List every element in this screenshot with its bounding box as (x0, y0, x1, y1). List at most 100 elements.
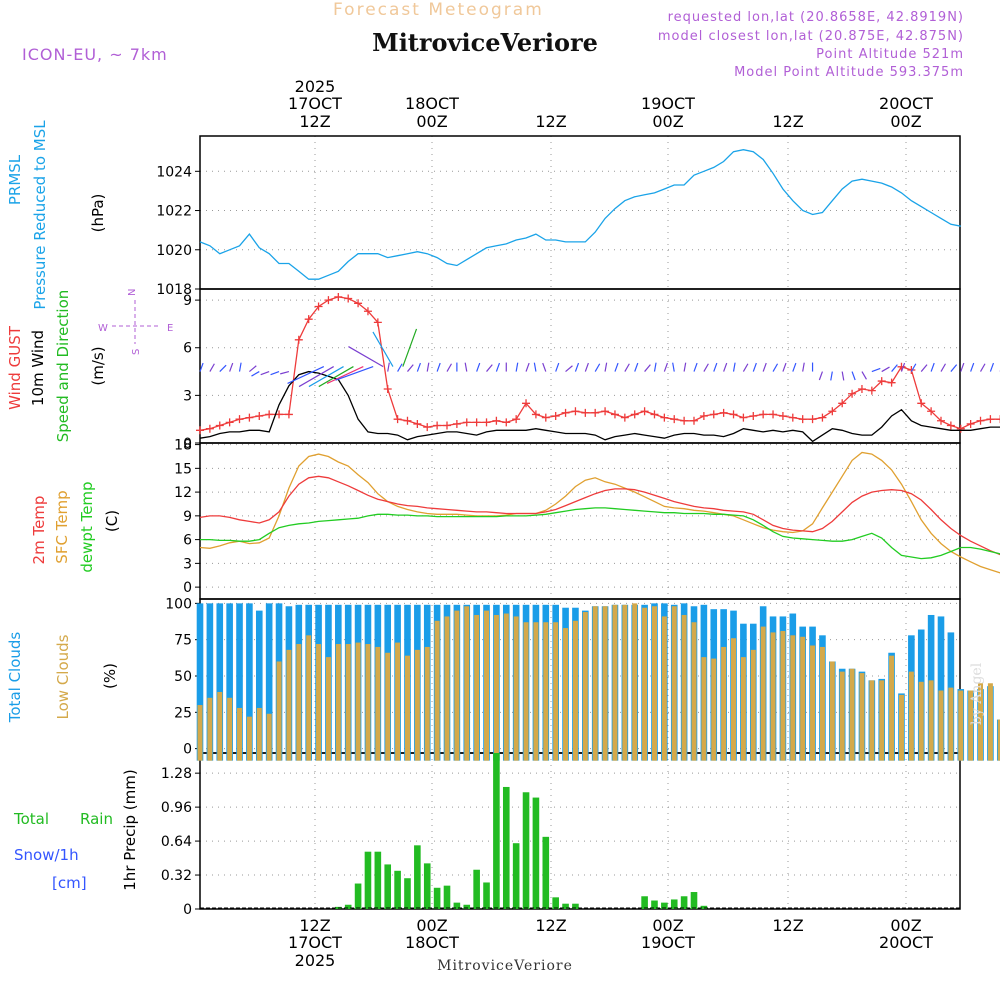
point-altitude: Point Altitude 521m (816, 47, 964, 62)
low-cloud-bar (958, 690, 964, 761)
low-cloud-bar (553, 622, 559, 761)
low-cloud-bar (819, 646, 825, 761)
rain-bar (690, 892, 698, 909)
low-cloud-bar (563, 628, 569, 761)
rain-bar (641, 896, 648, 909)
rain-bar (463, 904, 471, 909)
low-cloud-bar (661, 616, 667, 761)
low-cloud-bar (869, 680, 875, 761)
low-cloud-bar (217, 691, 223, 761)
low-cloud-bar (859, 673, 865, 761)
panel-frame (199, 752, 961, 910)
total-cloud-bar (196, 603, 204, 761)
rain-bar (433, 887, 441, 909)
total-cloud-bar (265, 603, 273, 761)
gust-series-marker (443, 421, 451, 430)
direction-arrow (260, 370, 270, 376)
credit-label: by Angel (969, 662, 985, 725)
low-cloud-bar (810, 645, 816, 761)
gust-series-marker (196, 426, 204, 435)
low-cloud-bar (701, 657, 707, 761)
panel-frame (199, 442, 961, 600)
gust-series-marker (818, 413, 827, 422)
direction-arrow (446, 363, 453, 372)
gust-series-marker (304, 315, 313, 324)
low-cloud-bar (948, 687, 954, 761)
rain-bar (394, 870, 401, 909)
temp-2m-series-line (199, 475, 1000, 556)
direction-arrow (318, 366, 354, 388)
direction-arrow (402, 328, 418, 367)
direction-arrow (910, 363, 917, 372)
low-cloud-bar (800, 636, 806, 761)
direction-arrow (920, 364, 928, 372)
gust-series-marker (798, 415, 807, 424)
gust-series-marker (354, 299, 363, 308)
rain-bar (384, 864, 392, 909)
gust-series-marker (363, 307, 372, 316)
y-tick-label: 0.96 (161, 800, 192, 816)
top-hour-label: 12Z (535, 112, 566, 131)
low-cloud-bar (928, 680, 934, 761)
low-cloud-bar (246, 716, 252, 761)
direction-arrow (515, 362, 519, 372)
direction-arrow (229, 362, 234, 372)
gust-series-marker (927, 407, 936, 416)
direction-arrow (495, 362, 501, 372)
low-cloud-bar (829, 661, 835, 761)
low-cloud-bar (612, 604, 618, 761)
gust-series-marker (245, 413, 254, 422)
direction-arrow (565, 365, 573, 373)
gust-series-marker (591, 408, 600, 417)
panel-3: 0 3 6 9 12 15 18 (174, 438, 961, 600)
bottom-hour-label: 12Z (772, 916, 803, 935)
precip-bars (200, 753, 960, 909)
rain-bar (443, 885, 451, 909)
gust-series-marker (828, 407, 837, 416)
direction-arrow (476, 362, 481, 372)
low-cloud-bar (306, 635, 312, 761)
gust-series-marker (423, 423, 432, 432)
rain-bar (661, 902, 668, 909)
low-cloud-bar (543, 622, 549, 761)
direction-arrow (209, 363, 215, 372)
gust-series-marker (749, 412, 758, 421)
gust-series-marker (887, 378, 896, 387)
compass-s: S (131, 349, 142, 355)
low-cloud-bar (987, 683, 993, 761)
compass-w: W (98, 323, 108, 334)
low-cloud-bar (227, 697, 233, 761)
panel-5: 0 0.32 0.64 0.96 1.28 (161, 752, 961, 918)
low-cloud-bar (484, 610, 490, 761)
top-hour-label: 12Z (299, 112, 330, 131)
y-tick-label: 15 (174, 461, 192, 477)
gust-series-marker (433, 421, 442, 430)
gust-series-marker (482, 418, 491, 427)
direction-arrow (644, 364, 651, 372)
low-cloud-bar (237, 707, 243, 761)
direction-arrow (335, 365, 374, 381)
low-cloud-bar (849, 668, 855, 761)
rain-bar (483, 882, 490, 909)
total-cloud-bar (226, 603, 233, 761)
gust-series-marker (383, 385, 392, 394)
low-cloud-bar (513, 616, 519, 761)
gust-series-marker (719, 408, 728, 417)
bottom-date-label: 19OCT (641, 933, 695, 952)
direction-arrow (742, 363, 749, 372)
dewpt-label: dewpt Temp (78, 481, 96, 572)
rain-bar (493, 753, 500, 909)
gust-series-marker (601, 407, 610, 416)
low-cloud-bar (879, 680, 885, 761)
y-tick-label: 6 (183, 341, 192, 357)
low-cloud-bar (780, 630, 786, 761)
gust-series-marker (561, 408, 570, 417)
rain-bar (404, 878, 411, 909)
gust-series-marker (709, 410, 718, 419)
gust-series-marker (759, 410, 768, 419)
low-cloud-bar (276, 661, 282, 761)
panel-1: 1018 1020 1022 1024 (156, 135, 961, 298)
temp-2m-label: 2m Temp (30, 496, 48, 565)
prmsl-desc-label: Pressure Reduced to MSL (31, 120, 49, 310)
